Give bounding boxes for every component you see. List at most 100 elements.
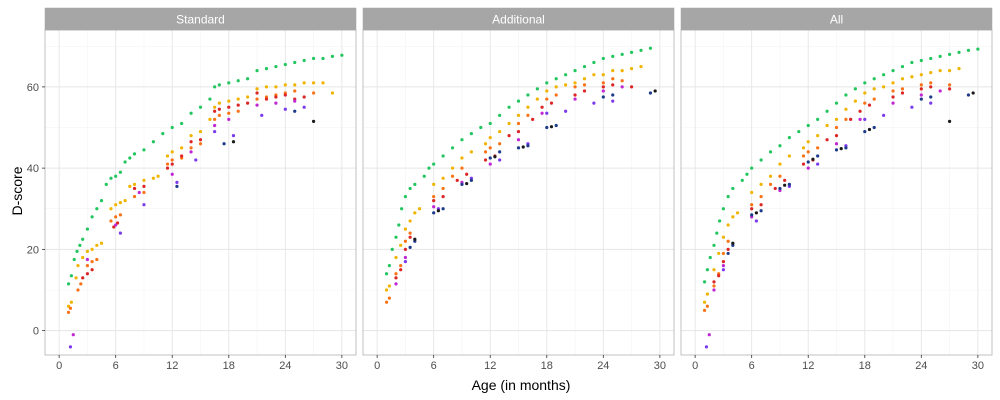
data-point <box>929 71 933 75</box>
data-point <box>255 91 259 95</box>
data-point <box>231 134 236 138</box>
data-point <box>198 105 203 109</box>
data-point <box>721 235 726 239</box>
data-point <box>189 150 193 154</box>
data-point <box>735 211 740 215</box>
data-point <box>394 282 398 286</box>
x-tick-label: 6 <box>113 360 119 372</box>
data-point <box>170 150 174 154</box>
data-point <box>545 97 549 101</box>
data-point <box>460 156 464 160</box>
data-point <box>806 166 810 170</box>
series-red <box>394 83 634 280</box>
data-point <box>408 219 412 223</box>
data-point <box>394 235 398 239</box>
data-point <box>947 87 952 91</box>
data-point <box>825 138 829 142</box>
data-point <box>601 73 605 77</box>
data-point <box>957 66 961 71</box>
data-point <box>526 105 530 109</box>
data-point <box>721 251 726 256</box>
data-point <box>208 97 212 101</box>
data-point <box>648 91 653 95</box>
data-point <box>66 282 71 286</box>
data-point <box>72 257 76 262</box>
data-point <box>78 243 82 247</box>
data-point <box>441 207 445 211</box>
data-point <box>554 85 558 89</box>
data-point <box>863 129 867 134</box>
data-point <box>68 345 73 349</box>
data-point <box>957 50 961 54</box>
data-point <box>872 77 876 81</box>
series-magenta <box>394 85 624 286</box>
data-point <box>891 89 895 93</box>
data-point <box>488 146 492 150</box>
data-point <box>283 83 287 87</box>
data-point <box>408 231 412 235</box>
data-point <box>778 162 782 166</box>
data-point <box>750 190 754 195</box>
data-point <box>274 101 278 105</box>
y-tick-label: 40 <box>27 163 39 175</box>
data-point <box>246 77 250 81</box>
data-point <box>274 64 278 69</box>
data-point <box>573 81 577 85</box>
data-point <box>85 257 90 262</box>
data-point <box>929 95 933 99</box>
data-point <box>721 264 726 268</box>
data-point <box>408 245 412 249</box>
data-point <box>549 101 554 105</box>
data-point <box>165 162 170 166</box>
data-point <box>844 107 848 111</box>
x-tick-label: 18 <box>223 360 235 372</box>
data-point <box>384 272 389 276</box>
data-point <box>189 134 193 138</box>
data-point <box>400 207 404 211</box>
data-point <box>834 101 839 105</box>
data-point <box>69 300 73 304</box>
data-point <box>128 184 132 189</box>
data-point <box>397 223 401 227</box>
data-point <box>99 241 104 245</box>
data-point <box>71 333 75 337</box>
data-point <box>104 182 108 186</box>
data-point <box>740 178 744 182</box>
data-point <box>330 54 335 59</box>
data-point <box>554 93 558 97</box>
series-purple <box>68 105 306 349</box>
data-point <box>399 243 403 247</box>
x-axis-title: Age (in months) <box>472 377 571 393</box>
data-point <box>165 166 170 170</box>
data-point <box>900 87 905 91</box>
data-point <box>834 125 839 130</box>
data-point <box>601 81 605 85</box>
data-point <box>554 77 558 81</box>
data-point <box>390 247 394 251</box>
data-point <box>858 109 862 113</box>
data-point <box>498 150 502 154</box>
data-point <box>90 268 94 272</box>
data-point <box>867 103 872 107</box>
data-point <box>394 255 398 260</box>
data-point <box>156 174 160 178</box>
data-point <box>844 93 848 97</box>
series-red <box>712 85 952 284</box>
data-point <box>712 280 716 284</box>
data-point <box>293 89 297 93</box>
data-point <box>165 154 170 158</box>
x-tick-label: 24 <box>597 360 609 372</box>
data-point <box>142 190 146 195</box>
data-point <box>872 97 876 101</box>
data-point <box>806 160 810 164</box>
data-point <box>483 142 488 146</box>
data-point <box>549 125 554 129</box>
x-tick-label: 24 <box>279 360 291 372</box>
data-point <box>929 85 933 89</box>
data-point <box>705 304 709 308</box>
data-point <box>521 145 525 149</box>
data-point <box>971 91 975 95</box>
data-point <box>938 89 942 93</box>
data-point <box>413 237 417 241</box>
data-point <box>115 221 120 225</box>
